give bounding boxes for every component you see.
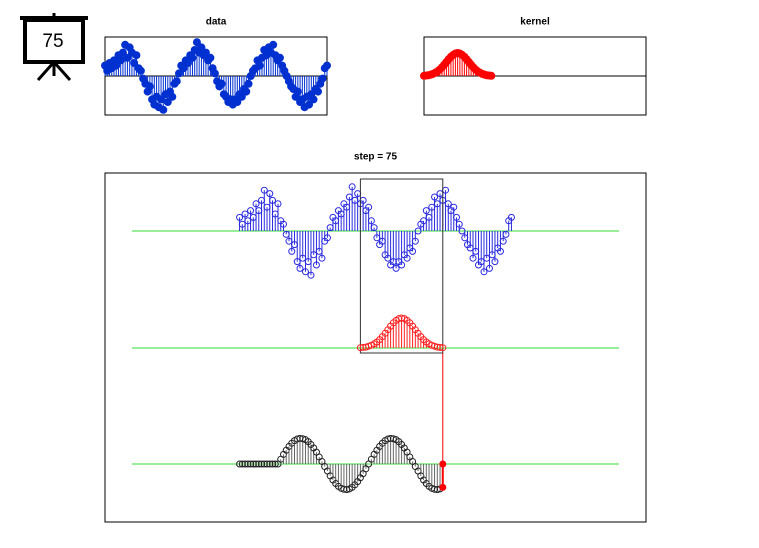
badge-label: 75 — [42, 31, 63, 52]
stem-marker — [247, 207, 255, 215]
stem-marker — [258, 460, 266, 468]
stem-marker — [233, 98, 242, 106]
stem-marker — [296, 264, 304, 272]
stem-marker — [269, 40, 278, 49]
stem-marker — [301, 268, 309, 276]
stem-marker — [409, 247, 417, 255]
stem-marker — [255, 460, 263, 468]
stem-marker — [210, 69, 219, 78]
stem-marker — [439, 344, 447, 352]
stem-marker — [136, 66, 145, 75]
stem-marker — [236, 460, 244, 468]
stem-marker — [455, 220, 463, 228]
stem-marker — [252, 460, 260, 468]
stem-marker — [499, 237, 507, 245]
stem-marker — [269, 460, 277, 468]
stem-marker — [403, 254, 411, 262]
kernel-window — [359, 178, 444, 354]
stem-marker — [159, 105, 168, 114]
stem-marker — [502, 230, 510, 238]
current-base — [439, 460, 447, 468]
stem-marker — [238, 460, 246, 468]
stem-marker — [269, 196, 277, 204]
axes-box — [104, 172, 647, 523]
stem-marker — [444, 200, 452, 208]
stem-marker — [485, 264, 493, 272]
stem-marker — [244, 79, 253, 88]
stem-marker — [168, 92, 177, 101]
stem-marker — [271, 460, 279, 468]
stem-marker — [263, 460, 271, 468]
icon-leg — [52, 61, 72, 81]
stem-marker — [274, 200, 282, 208]
stem-marker — [163, 98, 172, 106]
stem-marker — [318, 74, 327, 83]
stem-marker — [192, 38, 201, 47]
stem-marker — [260, 460, 268, 468]
stem-marker — [436, 343, 444, 351]
stem-marker — [487, 71, 496, 80]
stem-marker — [422, 207, 430, 215]
stem-marker — [480, 268, 488, 276]
stem-marker — [348, 183, 356, 191]
stem-marker — [411, 237, 419, 245]
chart-title: data — [206, 17, 227, 28]
stem-marker — [260, 186, 268, 194]
stem-marker — [469, 254, 477, 262]
stem-marker — [307, 271, 315, 279]
stem-marker — [266, 190, 274, 198]
stem-marker — [275, 53, 284, 62]
stem-marker — [241, 210, 249, 218]
stem-marker — [249, 460, 257, 468]
stem-marker — [241, 460, 249, 468]
stem-marker — [309, 95, 318, 104]
stem-marker — [507, 213, 515, 221]
stem-marker — [206, 53, 215, 62]
stem-marker — [312, 261, 320, 269]
stem-marker — [323, 61, 331, 70]
badge-icon: 75 — [20, 13, 88, 81]
stem-marker — [392, 264, 400, 272]
stem-marker — [288, 247, 296, 255]
current-marker — [439, 483, 447, 491]
stem-marker — [201, 48, 210, 57]
stem-marker — [132, 51, 141, 60]
stem-marker — [318, 254, 326, 262]
stem-marker — [252, 200, 260, 208]
stem-marker — [496, 247, 504, 255]
stem-marker — [242, 87, 251, 96]
icon-leg — [36, 61, 56, 81]
stem-marker — [450, 203, 458, 211]
chart-title: kernel — [520, 17, 550, 28]
stem-marker — [370, 224, 378, 232]
stem-marker — [491, 258, 499, 266]
stem-marker — [247, 460, 255, 468]
stem-marker — [237, 92, 246, 101]
stem-marker — [367, 217, 375, 225]
stem-marker — [197, 43, 206, 52]
stem-marker — [365, 203, 373, 211]
stem-marker — [323, 234, 331, 242]
stem-marker — [172, 77, 181, 86]
stem-marker — [236, 213, 244, 221]
stem-marker — [305, 100, 314, 109]
stem-marker — [314, 87, 323, 96]
stem-marker — [431, 193, 439, 201]
stem-marker — [280, 220, 288, 228]
stem-marker — [453, 213, 461, 221]
stem-marker — [398, 261, 406, 269]
stem-marker — [244, 460, 252, 468]
stem-marker — [266, 460, 274, 468]
chart-title: step = 75 — [354, 152, 398, 163]
